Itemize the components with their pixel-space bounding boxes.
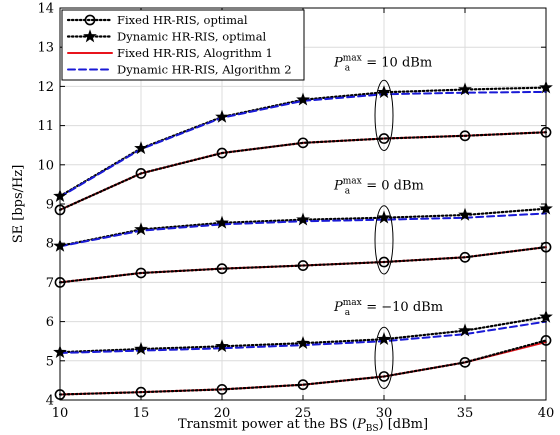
marker-dynamic-optimal-group2 bbox=[215, 215, 229, 229]
marker-dynamic-optimal-group3 bbox=[296, 335, 310, 349]
marker-fixed-optimal-group2 bbox=[216, 263, 228, 275]
y-axis-label: SE [bps/Hz] bbox=[11, 165, 26, 244]
y-tick-label: 11 bbox=[37, 119, 54, 134]
marker-fixed-optimal-group3 bbox=[378, 371, 390, 382]
x-tick-label: 35 bbox=[457, 406, 474, 421]
marker-dynamic-optimal-group2 bbox=[134, 222, 148, 236]
group-ellipse bbox=[374, 326, 394, 389]
y-tick-label: 8 bbox=[46, 237, 54, 252]
marker-dynamic-optimal-group3 bbox=[458, 323, 472, 337]
marker-fixed-optimal-group3 bbox=[459, 356, 471, 368]
y-tick-label: 4 bbox=[46, 394, 54, 409]
marker-fixed-optimal-group3 bbox=[297, 379, 309, 391]
group-annotation: Pmax a = 10 dBm bbox=[333, 53, 432, 73]
marker-dynamic-optimal-group1 bbox=[296, 92, 310, 106]
marker-dynamic-optimal-group1 bbox=[215, 109, 229, 123]
series-line-fixed-optimal-group2 bbox=[58, 246, 548, 284]
marker-dynamic-optimal-group3 bbox=[134, 341, 148, 355]
marker-dynamic-optimal-group1 bbox=[377, 85, 391, 99]
marker-fixed-optimal-group2 bbox=[297, 260, 309, 271]
group-annotation: Pmax a = −10 dBm bbox=[333, 298, 443, 318]
y-tick-label: 13 bbox=[37, 41, 54, 56]
marker-fixed-optimal-group1 bbox=[297, 137, 309, 149]
marker-fixed-optimal-group3 bbox=[216, 384, 228, 395]
marker-dynamic-optimal-group3 bbox=[377, 332, 391, 346]
legend-label: Fixed HR-RIS, Alogrithm 1 bbox=[117, 46, 273, 60]
y-tick-label: 5 bbox=[46, 354, 54, 369]
group-ellipse bbox=[374, 79, 394, 152]
legend-label: Dynamic HR-RIS, Algorithm 2 bbox=[117, 63, 292, 77]
group-ellipse bbox=[374, 205, 394, 275]
legend-label: Fixed HR-RIS, optimal bbox=[117, 13, 248, 27]
marker-dynamic-optimal-group2 bbox=[377, 210, 391, 224]
marker-fixed-optimal-group1 bbox=[459, 130, 471, 142]
legend-marker-dynamic-optimal bbox=[83, 29, 97, 43]
y-tick-label: 14 bbox=[37, 2, 54, 17]
x-tick-label: 30 bbox=[376, 406, 393, 421]
series-line-fixed-optimal-group3 bbox=[58, 339, 548, 396]
legend-box bbox=[61, 9, 305, 81]
legend-marker-fixed-optimal bbox=[84, 14, 96, 26]
annotations: Pmax a = 10 dBm Pmax a = 0 dBm Pmax a = −10 d… bbox=[333, 53, 443, 389]
y-tick-label: 12 bbox=[37, 80, 54, 95]
x-tick-label: 10 bbox=[52, 406, 69, 421]
marker-dynamic-optimal-group2 bbox=[458, 207, 472, 221]
x-tick-label: 25 bbox=[295, 406, 312, 421]
y-tick-label: 7 bbox=[46, 276, 54, 291]
y-tick-label: 9 bbox=[46, 198, 54, 213]
marker-fixed-optimal-group2 bbox=[459, 251, 471, 263]
marker-dynamic-optimal-group3 bbox=[215, 339, 229, 353]
marker-dynamic-optimal-group2 bbox=[296, 212, 310, 226]
x-tick-label: 15 bbox=[133, 406, 150, 421]
y-tick-label: 6 bbox=[46, 315, 54, 330]
y-tick-label: 10 bbox=[37, 158, 54, 173]
x-axis-label: Transmit power at the BS (PBS) [dBm] bbox=[178, 417, 428, 434]
marker-fixed-optimal-group1 bbox=[216, 147, 228, 159]
legend-label: Dynamic HR-RIS, optimal bbox=[117, 30, 267, 44]
series-line-fixed-optimal-group1 bbox=[58, 131, 548, 211]
marker-dynamic-optimal-group1 bbox=[458, 82, 472, 96]
marker-fixed-optimal-group2 bbox=[378, 256, 390, 268]
marker-fixed-optimal-group1 bbox=[378, 133, 390, 144]
legend: Fixed HR-RIS, optimal Dynamic HR-RIS, opt… bbox=[61, 9, 305, 81]
marker-fixed-optimal-group2 bbox=[135, 267, 147, 279]
marker-dynamic-optimal-group1 bbox=[134, 141, 148, 155]
x-tick-label: 40 bbox=[538, 406, 555, 421]
group-annotation: Pmax a = 0 dBm bbox=[333, 177, 424, 197]
x-tick-label: 20 bbox=[214, 406, 231, 421]
marker-fixed-optimal-group1 bbox=[135, 168, 147, 179]
